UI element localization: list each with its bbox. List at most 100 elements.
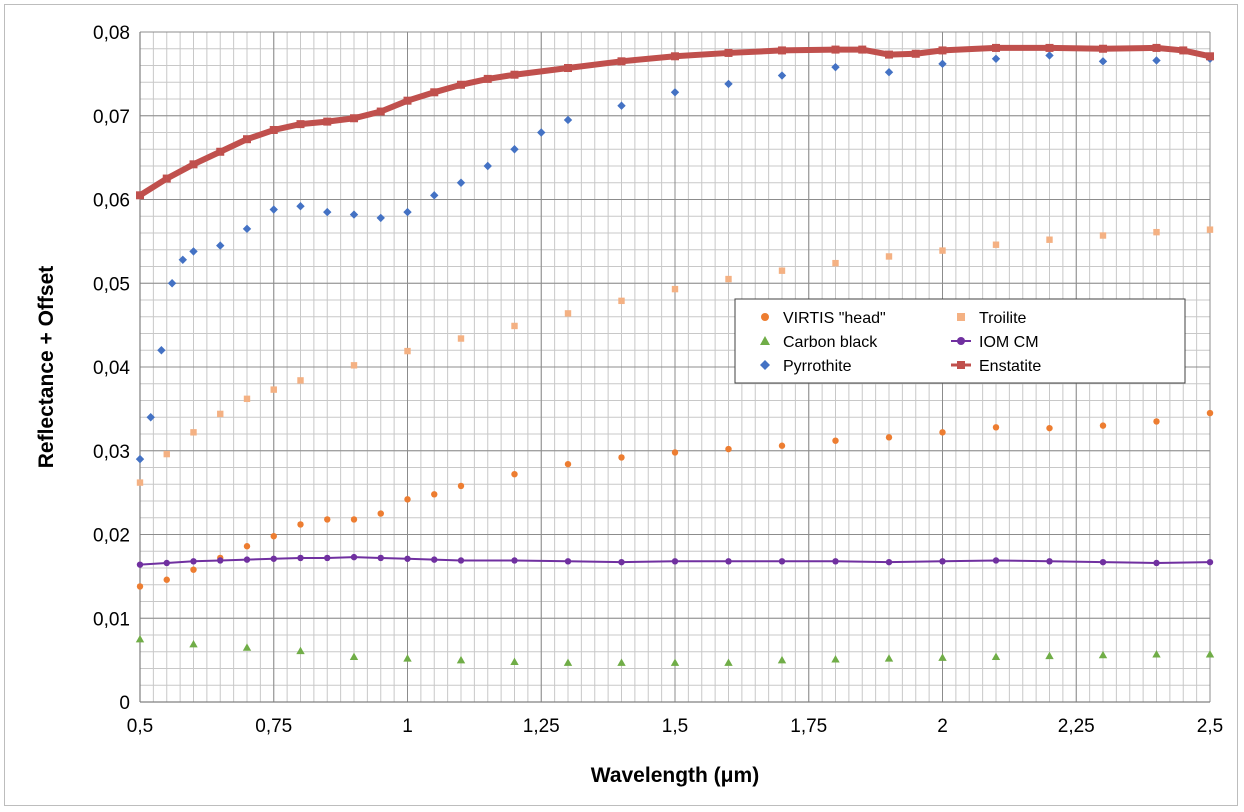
series-iom-cm [136, 553, 1214, 568]
data-point [511, 322, 518, 330]
data-point [831, 62, 840, 72]
data-point [884, 68, 894, 77]
data-point [217, 557, 224, 564]
data-point [350, 362, 358, 369]
data-point [483, 74, 492, 83]
legend-marker [957, 337, 965, 345]
plot-axes [139, 32, 1210, 703]
legend-entry: Troilite [957, 310, 1027, 327]
data-point [163, 576, 170, 583]
series-carbon-black [135, 634, 1215, 666]
data-point [296, 202, 305, 211]
data-point [939, 558, 946, 565]
data-point [1045, 51, 1054, 60]
x-tick-label: 1 [402, 716, 413, 737]
data-point [270, 386, 277, 393]
data-point [189, 247, 198, 256]
legend-marker [957, 313, 965, 321]
data-point [510, 657, 519, 665]
data-point [724, 79, 733, 89]
data-point [270, 532, 277, 540]
data-point [404, 555, 411, 562]
data-point [617, 57, 626, 66]
data-point [1152, 43, 1161, 52]
data-point [725, 275, 732, 283]
data-point [671, 52, 679, 61]
data-point [832, 437, 839, 444]
data-point [1099, 422, 1107, 429]
data-point [163, 450, 170, 458]
data-point [189, 160, 198, 169]
data-point [1153, 559, 1160, 567]
data-point [510, 145, 519, 154]
data-point [537, 128, 546, 137]
data-point [243, 556, 251, 563]
data-point [178, 255, 187, 264]
data-point [1179, 46, 1188, 55]
data-point [564, 310, 572, 317]
data-point [991, 652, 1001, 660]
data-point [216, 147, 225, 156]
data-point [1099, 44, 1107, 53]
data-point [563, 658, 573, 666]
data-point [724, 658, 733, 666]
data-point [1206, 226, 1214, 233]
y-axis-ticks: 0 0,01 0,02 0,03 0,04 0,05 0,06 0,07 0,08 [93, 23, 130, 714]
data-point [190, 429, 197, 436]
y-tick-label: 0,03 [93, 442, 130, 463]
data-point [1153, 228, 1160, 236]
data-point [189, 640, 198, 648]
data-point [216, 241, 225, 250]
data-point [564, 558, 572, 565]
y-tick-label: 0,08 [93, 23, 130, 44]
data-point [430, 88, 439, 97]
data-point [992, 241, 1000, 248]
y-tick-label: 0,02 [93, 526, 130, 547]
data-point [190, 566, 197, 573]
data-point [1206, 52, 1214, 61]
data-point [885, 434, 893, 441]
data-point [431, 556, 438, 563]
data-point [350, 114, 358, 123]
legend-label: Troilite [979, 310, 1027, 327]
y-tick-label: 0,05 [93, 274, 130, 295]
data-point [991, 54, 1001, 63]
data-point [404, 347, 411, 355]
data-point [564, 64, 572, 73]
data-point [778, 46, 786, 55]
legend-label: Carbon black [783, 334, 878, 351]
data-point [403, 654, 412, 662]
data-point [403, 96, 412, 105]
data-point [938, 46, 947, 55]
data-point [457, 335, 465, 342]
legend-entry: Pyrrothite [760, 358, 852, 375]
data-point [349, 210, 359, 219]
data-point [296, 120, 305, 129]
x-tick-label: 2 [937, 716, 948, 737]
data-point [1045, 651, 1054, 660]
legend-marker [761, 313, 769, 321]
legend-label: Enstatite [979, 358, 1041, 375]
legend: VIRTIS "head" Troilite Carbon black IOM CM P… [734, 298, 1186, 384]
data-point [269, 205, 278, 214]
data-point [831, 45, 840, 54]
x-tick-label: 1,25 [523, 716, 560, 737]
data-point [324, 516, 331, 523]
data-point [323, 207, 332, 217]
y-axis-title: Reflectance + Offset [35, 266, 58, 469]
data-point [270, 555, 277, 562]
data-point [217, 410, 224, 418]
x-tick-label: 1,75 [790, 716, 827, 737]
data-point [146, 413, 155, 422]
data-point [456, 655, 466, 664]
data-point [671, 558, 679, 565]
x-tick-label: 1,5 [662, 716, 688, 737]
data-point [297, 521, 304, 528]
data-point [510, 70, 519, 79]
data-point [992, 424, 1000, 431]
data-point [511, 471, 518, 478]
data-point [1098, 57, 1108, 66]
data-point [1046, 236, 1053, 243]
data-point [617, 101, 626, 110]
